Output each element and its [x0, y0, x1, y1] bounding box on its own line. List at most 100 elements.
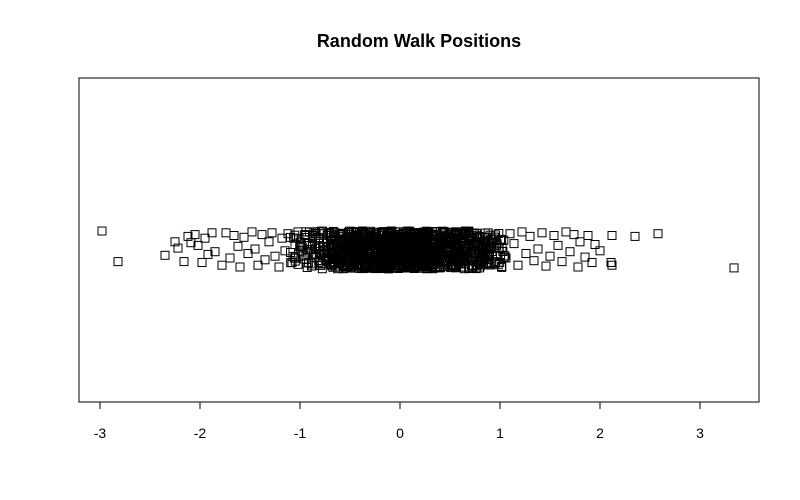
data-point: [113, 257, 123, 267]
data-point: [463, 240, 473, 250]
data-point: [286, 232, 295, 242]
data-point: [595, 246, 605, 256]
data-point: [557, 257, 567, 267]
x-tick-label: 2: [596, 425, 604, 441]
data-point: [420, 234, 430, 244]
data-point: [324, 228, 334, 237]
data-point: [491, 237, 501, 247]
data-point: [350, 228, 360, 237]
data-point: [325, 241, 335, 251]
x-tick-label: 0: [396, 425, 404, 441]
data-point: [400, 239, 410, 249]
data-point: [607, 260, 617, 270]
chart-title: Random Walk Positions: [317, 31, 521, 51]
data-point: [485, 260, 495, 270]
data-point: [417, 230, 427, 239]
data-point: [380, 258, 390, 268]
data-point: [386, 259, 396, 268]
data-point: [537, 228, 547, 238]
data-point: [437, 226, 447, 236]
data-point: [402, 229, 412, 239]
data-point: [239, 232, 249, 242]
data-point: [210, 247, 220, 257]
data-point: [521, 249, 531, 258]
data-point: [505, 229, 515, 239]
data-point: [315, 238, 324, 248]
data-point: [590, 240, 600, 249]
x-tick-label: 1: [496, 425, 504, 441]
data-point: [464, 234, 474, 244]
data-point: [301, 258, 311, 268]
data-point: [225, 253, 235, 263]
data-point: [533, 244, 543, 254]
data-point: [607, 231, 617, 240]
data-point: [580, 252, 590, 262]
data-point: [492, 239, 502, 249]
data-point: [291, 253, 301, 263]
data-point: [459, 230, 469, 240]
data-point: [384, 255, 394, 265]
data-point: [497, 262, 506, 271]
data-point: [207, 228, 217, 238]
data-point: [346, 260, 356, 270]
data-point: [453, 259, 463, 269]
data-point: [541, 261, 551, 271]
data-point: [370, 251, 380, 261]
data-point: [203, 249, 213, 259]
x-tick-label: -3: [94, 425, 107, 441]
data-point: [97, 226, 107, 236]
data-point: [247, 227, 257, 237]
data-point: [361, 256, 371, 266]
data-point: [170, 237, 180, 247]
data-point: [441, 246, 451, 256]
data-point: [481, 237, 490, 247]
data-point: [386, 246, 396, 256]
data-point: [347, 238, 357, 248]
data-point: [386, 226, 396, 236]
x-axis: -3 -2 -1 0 1 2 3: [94, 401, 704, 441]
data-point: [274, 262, 284, 272]
data-point: [450, 241, 459, 251]
data-point: [445, 252, 455, 262]
data-point: [432, 253, 442, 263]
data-point: [431, 248, 441, 258]
data-point: [173, 243, 183, 253]
data-point: [233, 241, 243, 251]
data-point: [513, 260, 523, 270]
data-point: [509, 239, 519, 249]
data-point: [257, 230, 267, 240]
data-point: [417, 263, 427, 273]
data-point: [485, 230, 495, 240]
data-point: [193, 240, 203, 250]
data-point: [606, 258, 616, 267]
data-point: [499, 252, 509, 262]
data-point: [587, 258, 597, 267]
data-point: [630, 231, 640, 241]
data-point: [331, 232, 341, 242]
data-point: [315, 256, 325, 265]
data-point: [549, 231, 559, 240]
data-point: [418, 228, 428, 238]
data-point: [402, 234, 412, 243]
data-point: [438, 258, 447, 268]
data-point: [328, 254, 338, 264]
data-point: [380, 241, 390, 250]
data-point: [445, 232, 455, 242]
data-point: [440, 262, 450, 272]
data-point: [250, 244, 260, 254]
data-point: [450, 262, 460, 272]
data-point: [391, 254, 401, 264]
data-point: [529, 256, 539, 266]
data-point: [280, 246, 290, 256]
x-tick-label: -1: [294, 425, 307, 441]
data-point: [394, 264, 404, 273]
data-point: [260, 255, 270, 265]
data-point: [326, 260, 336, 269]
data-point: [403, 263, 413, 273]
data-point: [333, 256, 343, 266]
data-point: [270, 251, 280, 261]
data-point: [235, 262, 245, 272]
data-point: [419, 252, 429, 261]
x-tick-label: -2: [194, 425, 207, 441]
